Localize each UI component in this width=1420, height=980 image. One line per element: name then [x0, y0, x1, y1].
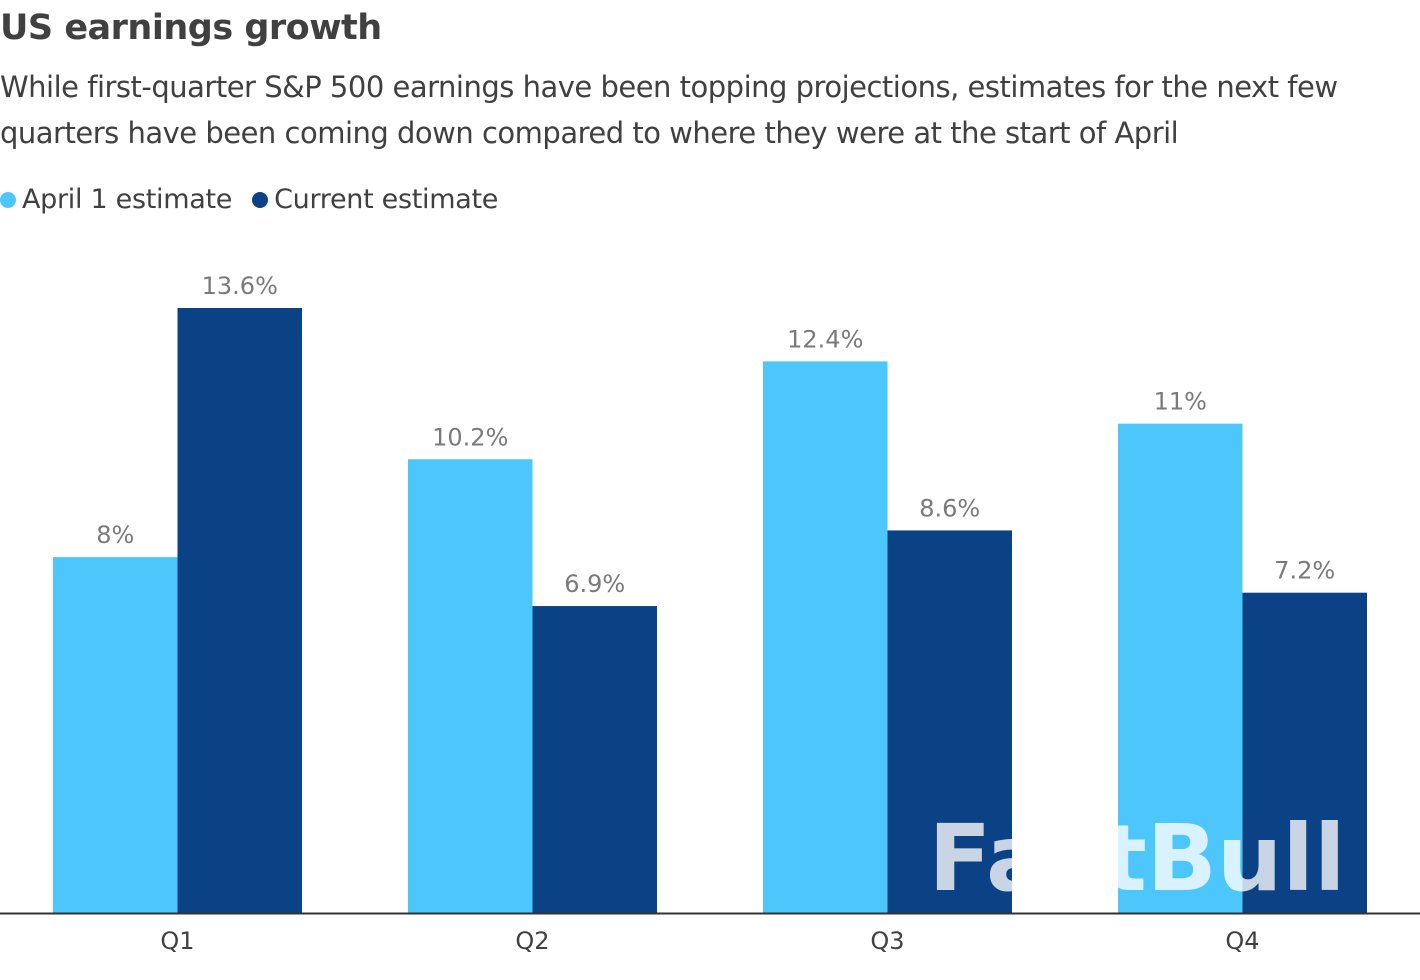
legend-swatch-april — [0, 191, 16, 208]
data-label-q3-april: 12.4% — [787, 325, 863, 353]
chart-subtitle: While first-quarter S&P 500 earnings hav… — [0, 70, 1338, 150]
bar-q1-april — [53, 557, 178, 913]
bar-q1-current — [177, 308, 302, 913]
legend-label-current: Current estimate — [274, 184, 499, 215]
bar-q3-current — [887, 530, 1012, 913]
legend: April 1 estimate Current estimate — [0, 184, 518, 215]
watermark-logo: FastBull — [929, 805, 1346, 912]
bar-q4-april — [1118, 423, 1243, 913]
data-label-q2-april: 10.2% — [432, 423, 508, 451]
data-label-q3-current: 8.6% — [919, 494, 980, 522]
legend-swatch-current — [252, 191, 269, 208]
legend-item-april: April 1 estimate — [0, 184, 232, 215]
bar-q3-april — [763, 361, 888, 914]
data-label-q1-april: 8% — [96, 521, 134, 549]
bar-q2-current — [532, 606, 657, 913]
chart-title: US earnings growth — [0, 8, 382, 48]
bar-q4-current — [1242, 592, 1367, 913]
bar-q2-april — [408, 459, 533, 913]
x-tick-label-q2: Q2 — [515, 927, 549, 955]
data-label-q2-current: 6.9% — [564, 570, 625, 598]
legend-label-april: April 1 estimate — [22, 184, 233, 215]
legend-item-current: Current estimate — [252, 184, 498, 215]
x-tick-label-q4: Q4 — [1225, 927, 1259, 955]
x-tick-label-q1: Q1 — [160, 927, 194, 955]
data-label-q1-current: 13.6% — [202, 272, 278, 300]
x-tick-label-q3: Q3 — [870, 927, 904, 955]
data-label-q4-current: 7.2% — [1274, 557, 1335, 585]
data-label-q4-april: 11% — [1154, 388, 1207, 416]
